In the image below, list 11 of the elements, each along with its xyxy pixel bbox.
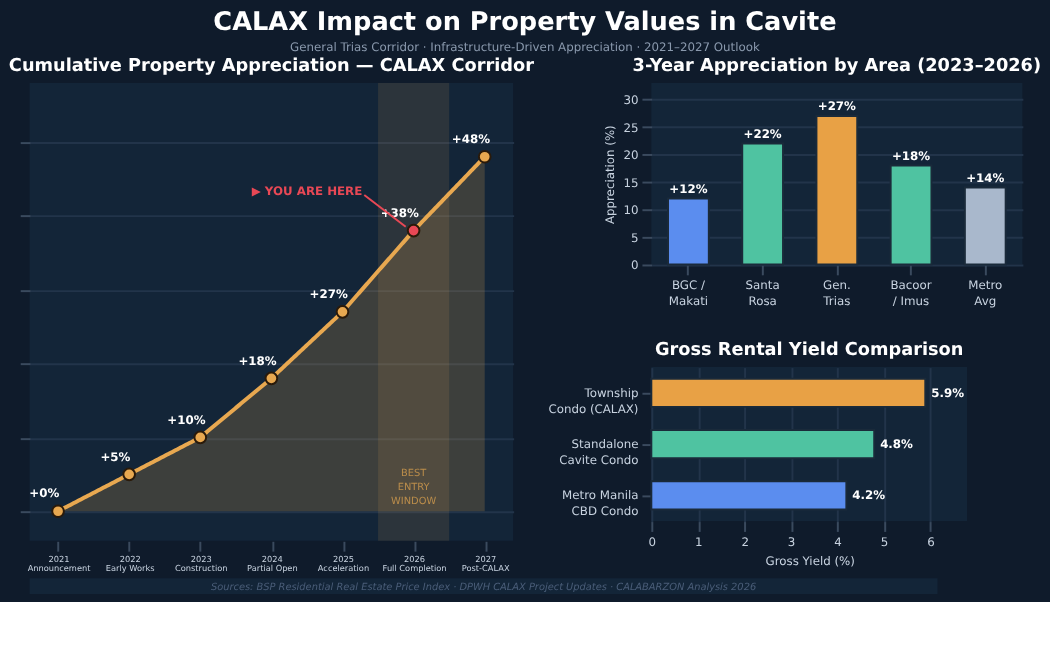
point [122,467,136,482]
point [477,149,492,164]
chart-title: Gross Rental Yield Comparison [654,341,964,362]
point [406,223,421,238]
chart-title: 3-Year Appreciation by Area (2023–2026) [632,57,1042,78]
point [193,430,208,445]
point [264,371,279,386]
point [335,305,350,319]
chart-title: Cumulative Property Appreciation — CALAX Corridor [8,57,536,78]
text: CALAX Impact on Property Values in Cavite [213,7,838,38]
point [51,504,65,519]
